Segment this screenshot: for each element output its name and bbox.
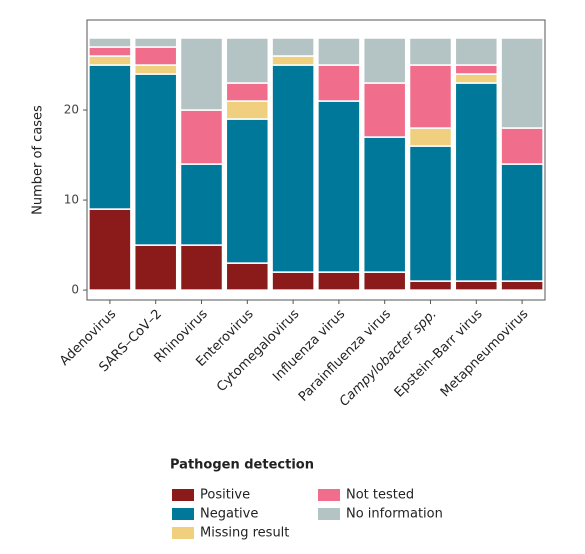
legend-swatch (172, 527, 194, 539)
legend-label: Positive (200, 488, 250, 503)
bar-segment (454, 64, 499, 75)
bar-segment (362, 271, 407, 291)
y-tick-label: 20 (64, 103, 79, 117)
bar-segment (179, 163, 224, 246)
bar-segment (317, 37, 361, 66)
x-tick-label: Metapneumovirus (438, 307, 532, 401)
bar-segment (362, 136, 407, 273)
bar-segment (408, 37, 453, 66)
bar-segment (225, 82, 270, 102)
bar-segment (88, 37, 132, 48)
bar-segment (500, 163, 544, 282)
bar-segment (225, 262, 270, 291)
bar-segment (133, 244, 178, 291)
legend-swatch (318, 508, 340, 520)
legend-title: Pathogen detection (170, 458, 314, 473)
bar-segment (362, 82, 407, 138)
bar-segment (454, 73, 499, 84)
legend-label: Not tested (346, 488, 414, 503)
bar-segment (88, 46, 132, 57)
bar-segment (88, 55, 132, 66)
bar-segment (225, 100, 270, 120)
x-tick-label: Cytomegalovirus (214, 307, 302, 395)
bar-segment (133, 37, 178, 48)
bar-segment (408, 145, 453, 282)
bar-segment (408, 127, 453, 147)
bar-segment (225, 37, 270, 84)
bar-segment (179, 37, 224, 111)
legend-swatch (318, 489, 340, 501)
bar-segment (454, 82, 499, 282)
bar-segment (133, 46, 178, 66)
bar-segment (179, 244, 224, 291)
bar-segment (454, 280, 499, 291)
bar-segment (500, 37, 544, 129)
bar-segment (271, 37, 315, 57)
bar-segment (88, 208, 132, 291)
bar-segment (408, 280, 453, 291)
bar-segment (179, 109, 224, 165)
bar-segment (133, 64, 178, 75)
bar-segment (225, 118, 270, 264)
bar-segment (133, 73, 178, 246)
bar-segment (88, 64, 132, 210)
y-tick-label: 10 (64, 193, 79, 207)
bar-segment (271, 55, 315, 66)
legend-swatch (172, 508, 194, 520)
bar-segment (317, 64, 361, 102)
bar-segment (317, 100, 361, 273)
bar-segment (362, 37, 407, 84)
y-tick-label: 0 (71, 283, 79, 297)
x-tick-label: Epstein–Barr virus (392, 307, 486, 401)
y-axis-label: Number of cases (31, 105, 46, 215)
legend-label: Negative (200, 507, 258, 522)
bar-segment (454, 37, 499, 66)
bar-segment (500, 280, 544, 291)
bar-segment (500, 127, 544, 165)
bar-segment (317, 271, 361, 291)
bar-segment (408, 64, 453, 129)
plot-frame (86, 19, 546, 301)
bar-segment (271, 64, 315, 273)
legend-swatch (172, 489, 194, 501)
legend-label: Missing result (200, 526, 289, 541)
legend-label: No information (346, 507, 443, 522)
bar-segment (271, 271, 315, 291)
